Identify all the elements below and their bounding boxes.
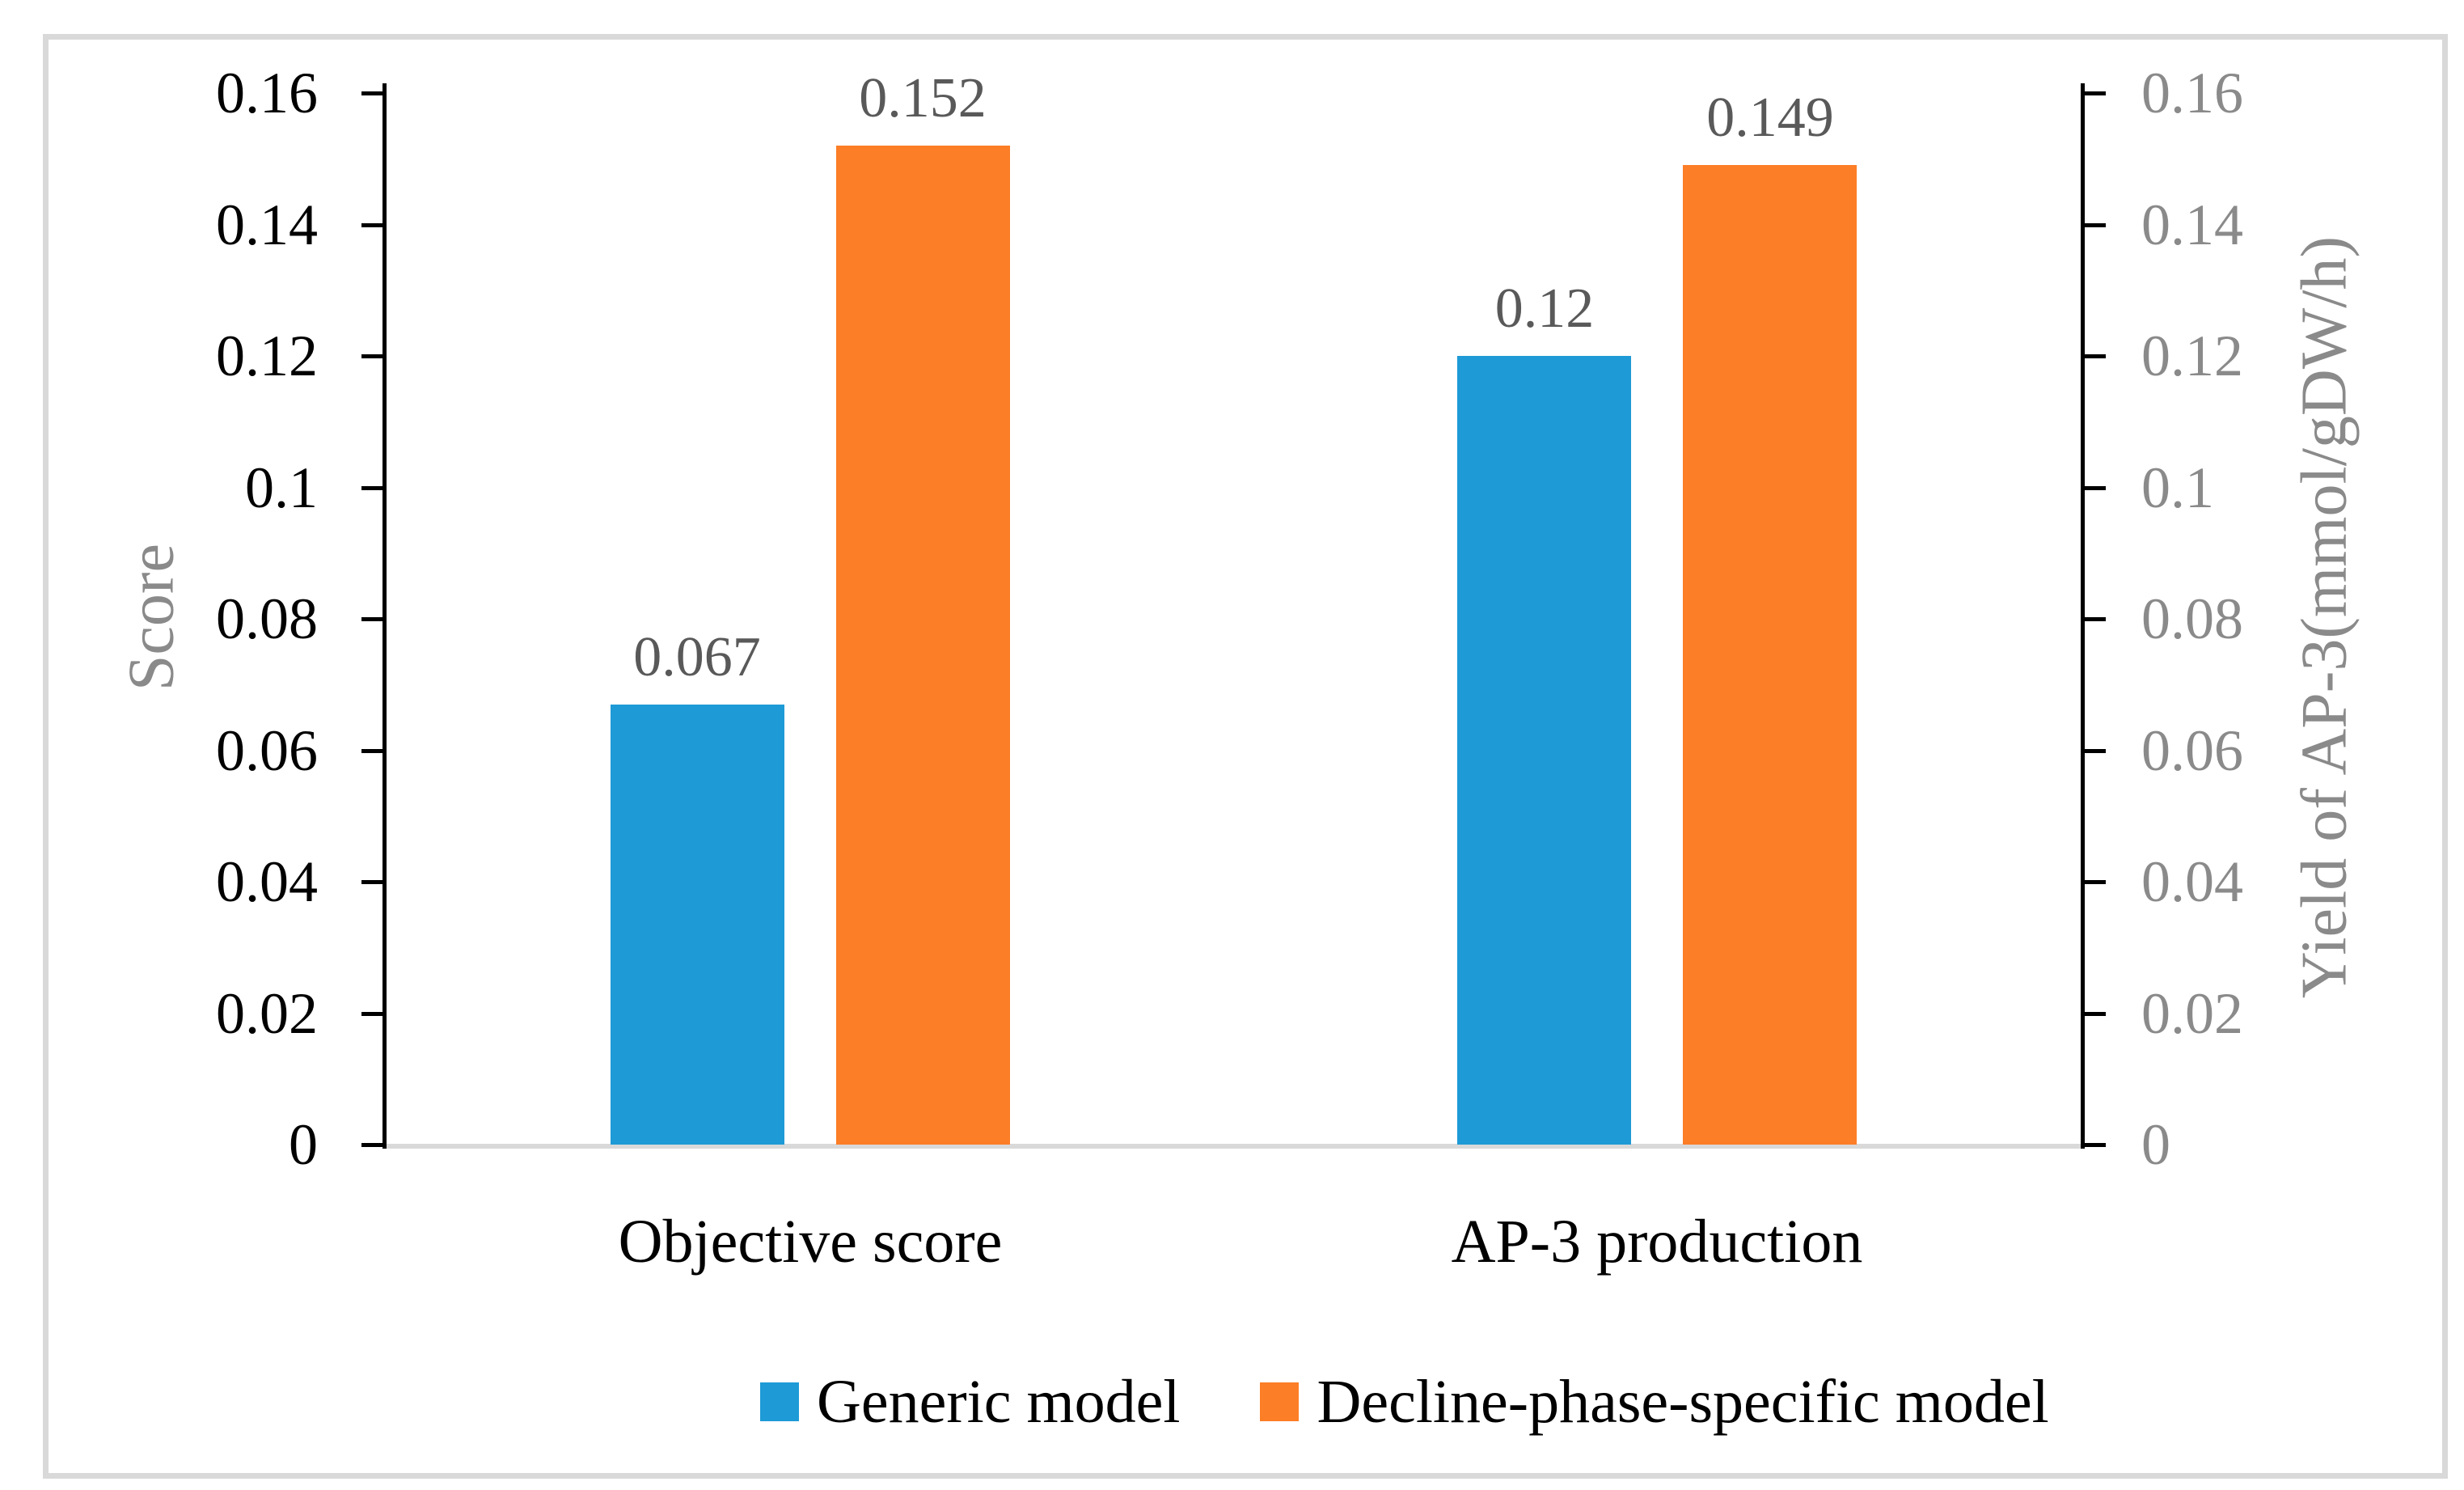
chart-border <box>43 34 2448 1479</box>
right-axis-tick <box>2085 748 2106 753</box>
bar-data-label: 0.152 <box>859 67 987 129</box>
left-axis-tick <box>361 1011 382 1016</box>
right-axis-tick-label: 0.1 <box>2141 455 2214 520</box>
right-axis-tick <box>2085 91 2106 95</box>
left-axis-tick-label: 0.02 <box>216 980 318 1046</box>
left-axis-tick <box>361 1143 382 1147</box>
bar-decline-phase-specific-model <box>1683 165 1857 1145</box>
right-axis-tick <box>2085 880 2106 884</box>
bar-data-label: 0.12 <box>1494 277 1595 340</box>
plot-area: 0 0 0.02 0.02 0.04 0.04 0.06 0.06 0.08 0.08 0.1 0.1… <box>216 61 2243 1276</box>
left-axis-tick <box>361 748 382 753</box>
right-axis-tick <box>2085 354 2106 358</box>
right-axis-tick <box>2085 617 2106 621</box>
right-axis-tick-label: 0.08 <box>2141 586 2243 651</box>
left-axis-tick-label: 0.06 <box>216 717 318 783</box>
right-axis-tick-label: 0.14 <box>2141 192 2243 257</box>
left-axis-tick-label: 0.12 <box>216 324 318 388</box>
left-y-axis-line <box>382 83 387 1149</box>
legend-item: Decline-phase-specific model <box>1260 1365 2049 1438</box>
left-axis-tick <box>361 354 382 358</box>
left-axis-tick-label: 0.14 <box>216 192 318 257</box>
left-axis-tick-label: 0.1 <box>245 455 318 520</box>
left-axis-tick <box>361 485 382 490</box>
legend-label: Generic model <box>817 1368 1181 1436</box>
bar-generic-model <box>1457 356 1631 1145</box>
x-axis-line <box>387 1144 2081 1149</box>
left-axis-tick <box>361 222 382 227</box>
right-axis-tick-label: 0.06 <box>2141 717 2243 783</box>
chart-legend: Generic model Decline-phase-specific mode… <box>760 1365 2049 1438</box>
left-axis-tick-label: 0.04 <box>216 849 318 914</box>
category-label: AP-3 production <box>1451 1208 1863 1276</box>
left-axis-tick-label: 0.16 <box>216 61 318 125</box>
right-axis-tick <box>2085 1143 2106 1147</box>
left-axis-tick <box>361 880 382 884</box>
right-axis-tick <box>2085 1011 2106 1016</box>
right-axis-tick <box>2085 222 2106 227</box>
legend-label: Decline-phase-specific model <box>1317 1368 2049 1436</box>
legend-item: Generic model <box>760 1365 1180 1438</box>
left-axis-tick <box>361 617 382 621</box>
bar-data-label: 0.067 <box>633 626 761 688</box>
right-y-axis-line <box>2081 83 2085 1149</box>
left-axis-tick-label: 0 <box>289 1112 318 1177</box>
right-axis-tick-label: 0.12 <box>2141 324 2243 388</box>
left-axis-tick <box>361 91 382 95</box>
right-axis-tick-label: 0.04 <box>2141 849 2243 914</box>
right-axis-tick <box>2085 485 2106 490</box>
bar-data-label: 0.149 <box>1706 87 1834 149</box>
right-axis-tick-label: 0.02 <box>2141 980 2243 1046</box>
bar-generic-model <box>611 705 784 1145</box>
left-axis-tick-label: 0.08 <box>216 586 318 651</box>
right-axis-tick-label: 0.16 <box>2141 61 2243 125</box>
legend-swatch-icon <box>1260 1382 1300 1421</box>
bar-decline-phase-specific-model <box>836 146 1010 1145</box>
right-axis-tick-label: 0 <box>2141 1112 2170 1177</box>
category-label: Objective score <box>618 1208 1003 1276</box>
legend-swatch-icon <box>760 1382 799 1421</box>
